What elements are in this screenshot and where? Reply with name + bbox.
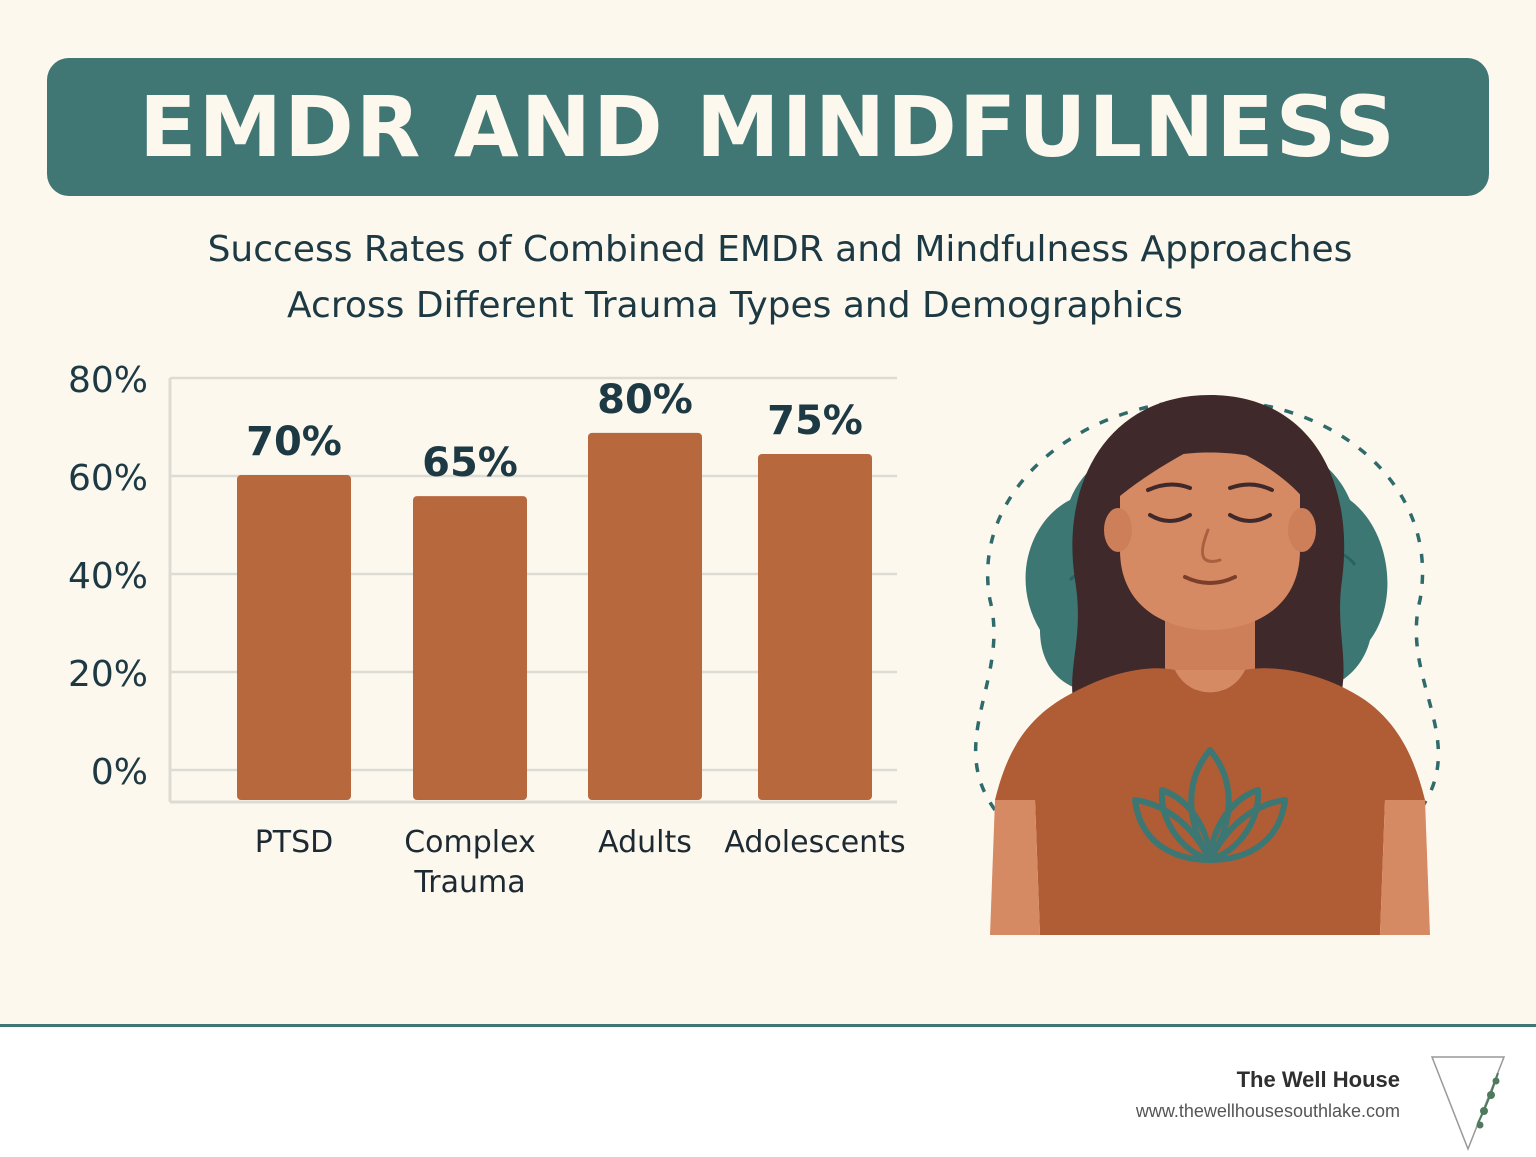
y-tick-label: 40%: [68, 556, 148, 597]
face: [1120, 452, 1300, 630]
chart-subtitle: Success Rates of Combined EMDR and Mindf…: [0, 222, 1536, 334]
data-label: 65%: [422, 440, 518, 486]
bar-ptsd: [237, 475, 351, 800]
bar-complex-trauma: [413, 496, 527, 800]
bar-adolescents: [758, 453, 872, 800]
shirt: [995, 668, 1425, 935]
subtitle-line-2: Across Different Trauma Types and Demogr…: [287, 285, 1183, 326]
brand-url[interactable]: www.thewellhousesouthlake.com: [1135, 1101, 1400, 1121]
closed-eye-right: [1228, 513, 1272, 523]
smile: [1183, 575, 1237, 585]
subtitle-line-1: Success Rates of Combined EMDR and Mindf…: [207, 229, 1353, 270]
well-house-logo: [1430, 1056, 1506, 1152]
data-label: 80%: [597, 377, 693, 423]
x-tick-label: Adolescents: [724, 825, 905, 860]
x-tick-label: Complex Trauma: [404, 825, 536, 900]
page-title: EMDR AND MINDFULNESS: [139, 78, 1397, 176]
brand-name: The Well House: [1236, 1067, 1400, 1092]
title-banner: EMDR AND MINDFULNESS: [47, 58, 1489, 196]
data-label: 75%: [767, 398, 863, 444]
y-tick-label: 0%: [91, 752, 148, 793]
x-tick-label: PTSD: [255, 825, 334, 860]
y-tick-label: 60%: [68, 458, 148, 499]
bar-adults: [588, 432, 702, 800]
y-tick-label: 20%: [68, 654, 148, 695]
lotus-icon: [1132, 747, 1288, 863]
meditating-woman-illustration: [973, 395, 1441, 935]
y-tick-label: 80%: [68, 360, 148, 401]
data-label: 70%: [246, 419, 342, 465]
x-tick-label: Adults: [598, 825, 692, 860]
closed-eye-left: [1148, 513, 1192, 523]
footer: The Well House www.thewellhousesouthlake…: [0, 1024, 1536, 1157]
bar-chart: 0% 20% 40% 60% 80% 70% PTSD 65% Complex Trauma 80%…: [68, 360, 906, 900]
